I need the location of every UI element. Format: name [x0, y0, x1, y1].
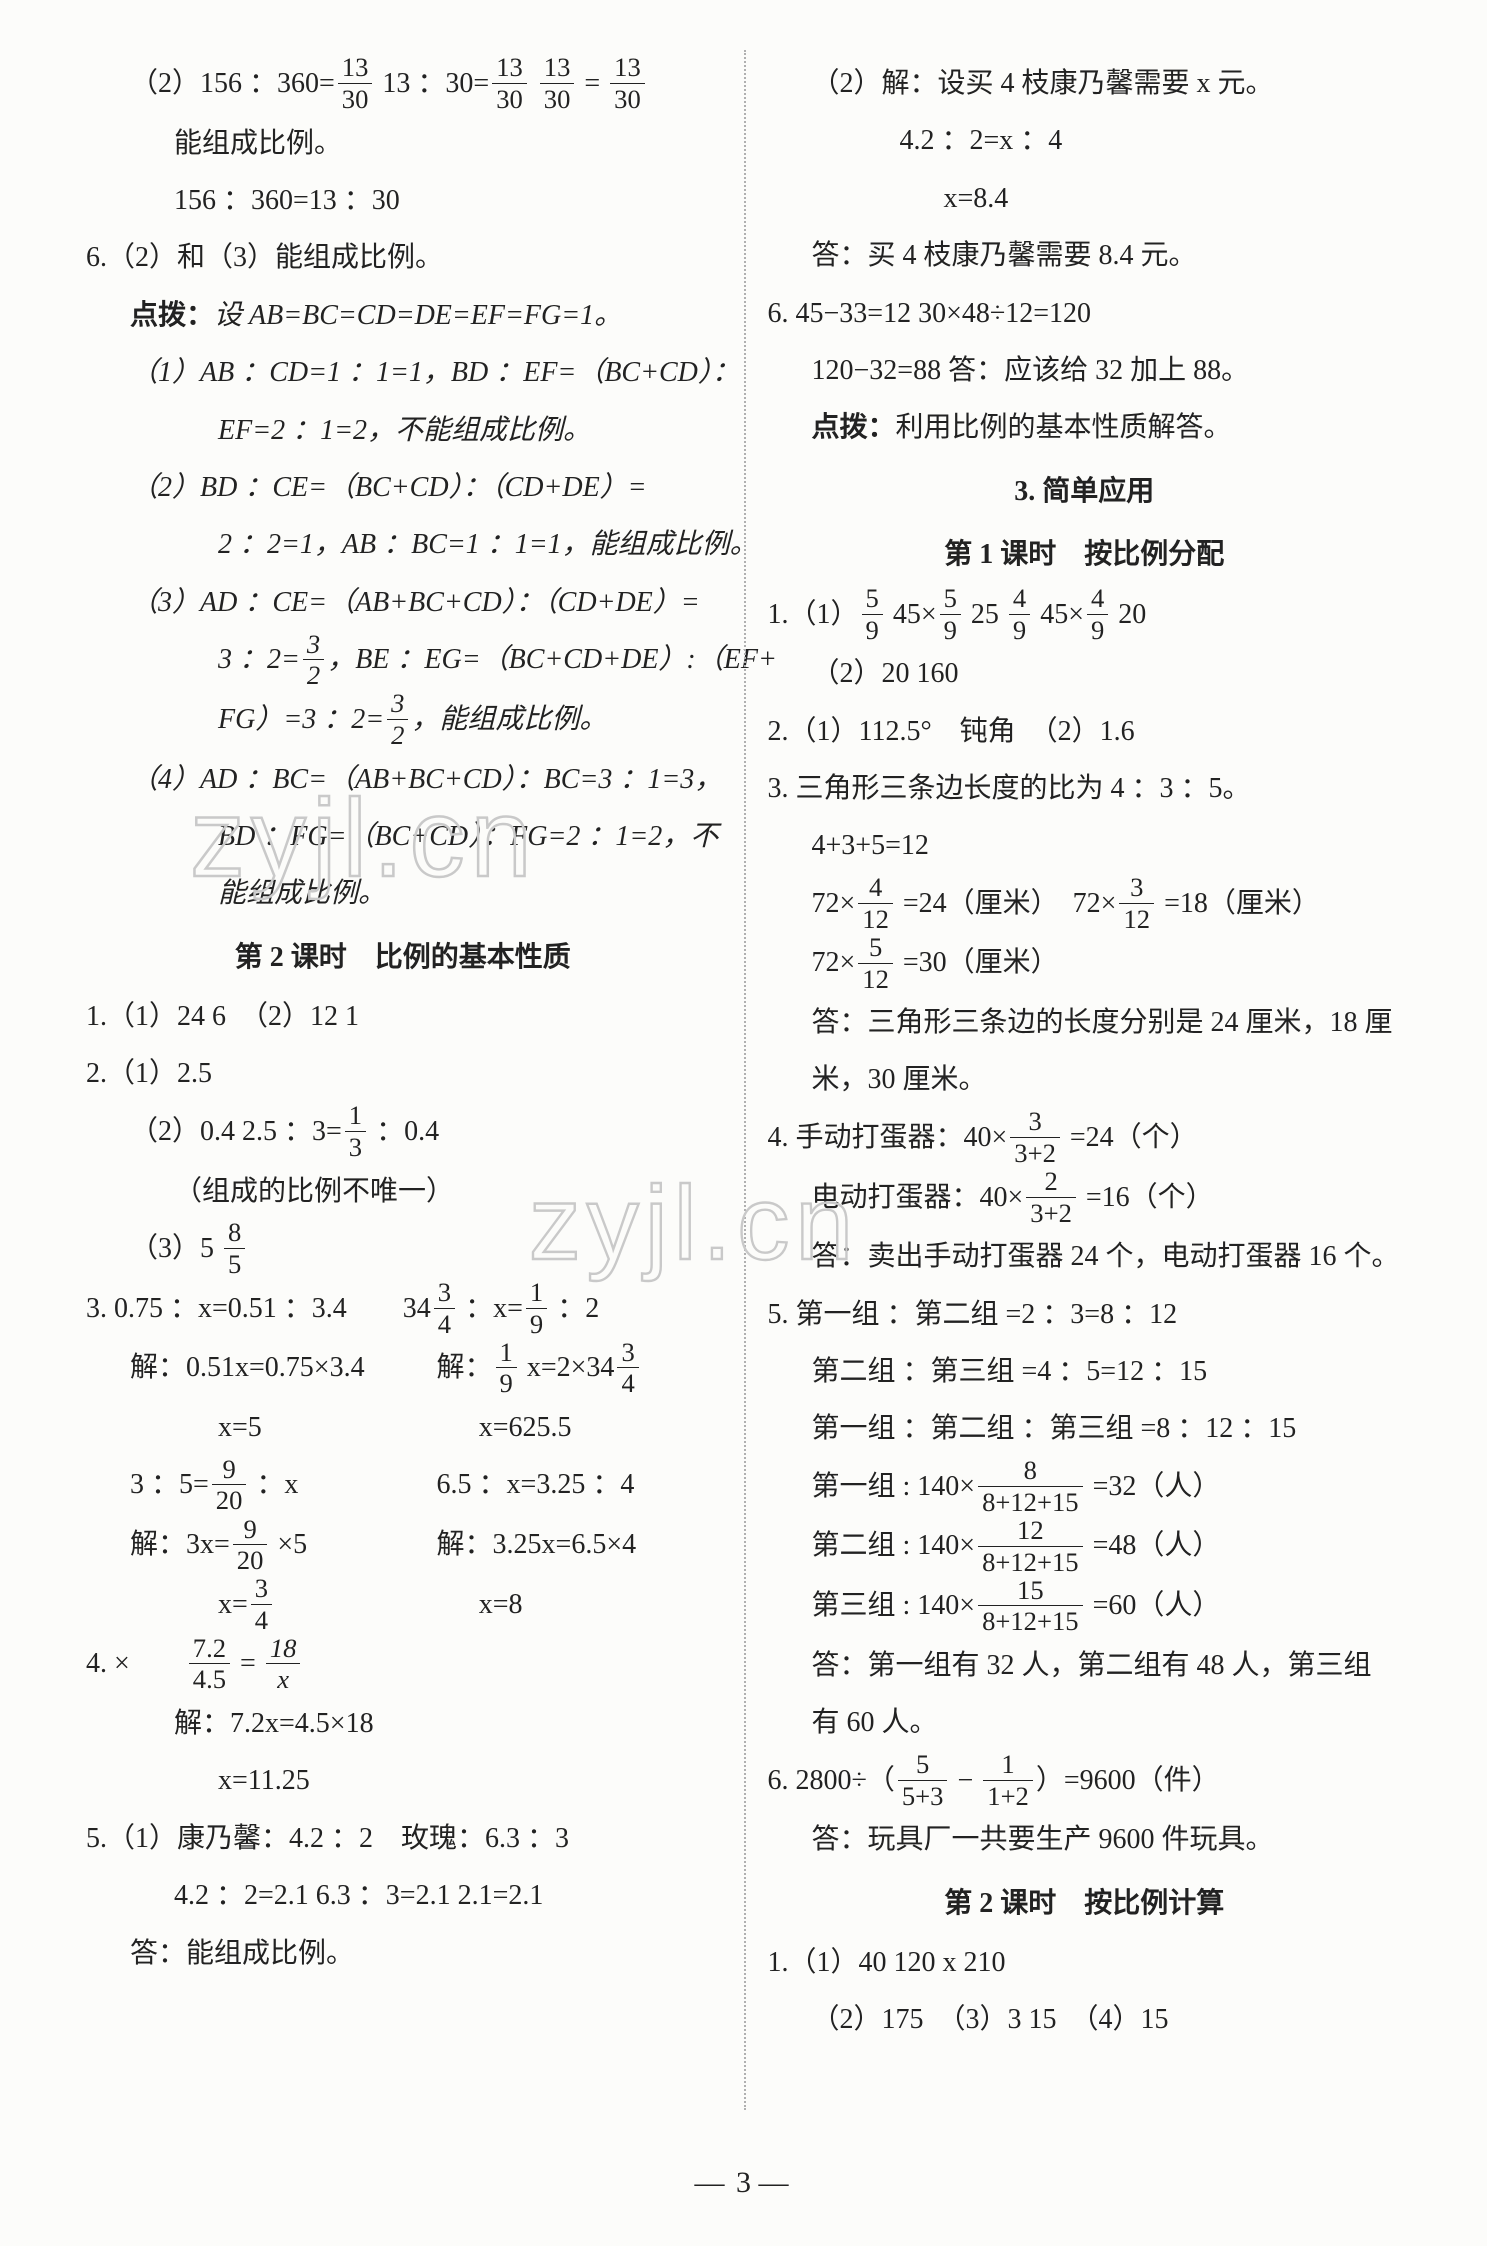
text-line: 6. 45−33=12 30×48÷12=120 [768, 285, 1402, 342]
text-line: 点拨：设 AB=BC=CD=DE=EF=FG=1。 [86, 287, 720, 344]
text-line: 第一组 ：第二组 ：第三组 =8 ：12 ：15 [768, 1400, 1402, 1457]
text-line: 72×512 =30（厘米） [768, 934, 1402, 994]
text-line: 第二组 ：第三组 =4 ：5=12 ：15 [768, 1343, 1402, 1400]
text-line: 120−32=88 答：应该给 32 加上 88。 [768, 342, 1402, 399]
text-line: （2）175 （3）3 15 （4）15 [768, 1991, 1402, 2048]
text-line: BD ：FG=（BC+CD）：FG=2 ：1=2，不 [86, 808, 720, 865]
text-line: EF=2 ：1=2，不能组成比例。 [86, 402, 720, 459]
text-line: 3 ：5=920 ：x 6.5 ：x=3.25 ：4 [86, 1456, 720, 1516]
text-line: 2 ：2=1，AB ：BC=1 ：1=1，能组成比例。 [86, 516, 720, 573]
text-line: 电动打蛋器：40×23+2 =16（个） [768, 1169, 1402, 1229]
text-line: 第三组 : 140×158+12+15 =60（人） [768, 1577, 1402, 1637]
text-line: FG）=3 ：2=32，能组成比例。 [86, 691, 720, 751]
text-line: 答：三角形三条边的长度分别是 24 厘米，18 厘 [768, 994, 1402, 1051]
text-line: 4.2 ：2=x ：4 [768, 112, 1402, 169]
section-heading: 第 2 课时 按比例计算 [768, 1875, 1402, 1932]
text-line: 72×412 =24（厘米） 72×312 =18（厘米） [768, 875, 1402, 935]
text-line: 解：7.2x=4.5×18 [86, 1695, 720, 1752]
left-column: （2）156 ：360=1330 13 ：30=1330 1330 = 1330… [70, 55, 744, 2120]
text-line: （2）156 ：360=1330 13 ：30=1330 1330 = 1330 [86, 55, 720, 115]
text-line: 解：3x=920 ×5 解：3.25x=6.5×4 [86, 1516, 720, 1576]
text-line: （4）AD ：BC=（AB+BC+CD）：BC=3 ：1=3， [86, 751, 720, 808]
text-line: 3. 0.75 ：x=0.51 ：3.4 3434 ：x=19 ：2 [86, 1280, 720, 1340]
column-divider [744, 50, 746, 2110]
text-line: （组成的比例不唯一） [86, 1163, 720, 1220]
text-line: （3）5 85 [86, 1220, 720, 1280]
text-line: x=34 x=8 [86, 1576, 720, 1636]
text-line: 5. 第一组 ：第二组 =2 ：3=8 ：12 [768, 1286, 1402, 1343]
text-line: 1.（1）24 6 （2）12 1 [86, 988, 720, 1045]
text-line: 能组成比例。 [86, 865, 720, 922]
text-line: 有 60 人。 [768, 1694, 1402, 1751]
text-line: 4.2 ：2=2.1 6.3 ：3=2.1 2.1=2.1 [86, 1867, 720, 1924]
text-line: 4. 手动打蛋器：40×33+2 =24（个） [768, 1109, 1402, 1169]
text-line: 答：买 4 枝康乃馨需要 8.4 元。 [768, 227, 1402, 284]
text-line: （3）AD ：CE=（AB+BC+CD）：（CD+DE）= [86, 574, 720, 631]
text-line: （2）解：设买 4 枝康乃馨需要 x 元。 [768, 55, 1402, 112]
section-heading: 第 1 课时 按比例分配 [768, 526, 1402, 583]
text-line: 3. 三角形三条边长度的比为 4 ：3 ：5。 [768, 760, 1402, 817]
text-line: 第一组 : 140×88+12+15 =32（人） [768, 1458, 1402, 1518]
text-line: 答：卖出手动打蛋器 24 个，电动打蛋器 16 个。 [768, 1228, 1402, 1285]
text-line: 点拨：利用比例的基本性质解答。 [768, 399, 1402, 456]
text-line: 3 ：2=32，BE ：EG=（BC+CD+DE）:（EF+ [86, 631, 720, 691]
text-line: （1）AB ：CD=1 ：1=1，BD ：EF=（BC+CD）： [86, 344, 720, 401]
text-line: 2.（1）112.5° 钝角 （2）1.6 [768, 703, 1402, 760]
text-line: 1.（1）40 120 x 210 [768, 1934, 1402, 1991]
text-line: 答：第一组有 32 人，第二组有 48 人，第三组 [768, 1637, 1402, 1694]
text-line: 解：0.51x=0.75×3.4 解：19 x=2×3434 [86, 1339, 720, 1399]
text-line: 4+3+5=12 [768, 817, 1402, 874]
text-line: 4. × 7.24.5 = 18x [86, 1635, 720, 1695]
text-line: 156 ：360=13 ：30 [86, 172, 720, 229]
right-column: （2）解：设买 4 枝康乃馨需要 x 元。 4.2 ：2=x ：4 x=8.4 … [744, 55, 1418, 2120]
text-line: x=11.25 [86, 1752, 720, 1809]
text-line: 第二组 : 140×128+12+15 =48（人） [768, 1517, 1402, 1577]
text-line: 答：能组成比例。 [86, 1925, 720, 1982]
text-line: 5.（1）康乃馨：4.2 ：2 玫瑰：6.3 ：3 [86, 1810, 720, 1867]
text-line: 能组成比例。 [86, 115, 720, 172]
text-line: （2）0.4 2.5 ：3=13 ：0.4 [86, 1103, 720, 1163]
page-footer: — 3 — [0, 2166, 1487, 2200]
text-line: x=5x=625.5 [86, 1399, 720, 1456]
text-line: 答：玩具厂一共要生产 9600 件玩具。 [768, 1811, 1402, 1868]
text-line: （2）BD ：CE=（BC+CD）：（CD+DE）= [86, 459, 720, 516]
text-line: 6. 2800÷（55+3 − 11+2）=9600（件） [768, 1752, 1402, 1812]
section-heading: 3. 简单应用 [768, 463, 1402, 520]
text-line: 6.（2）和（3）能组成比例。 [86, 229, 720, 286]
text-line: 2.（1）2.5 [86, 1045, 720, 1102]
text-line: x=8.4 [768, 170, 1402, 227]
text-line: 1.（1）59 45×59 25 49 45×49 20 [768, 586, 1402, 646]
text-line: （2）20 160 [768, 645, 1402, 702]
text-line: 米，30 厘米。 [768, 1051, 1402, 1108]
section-heading: 第 2 课时 比例的基本性质 [86, 929, 720, 986]
